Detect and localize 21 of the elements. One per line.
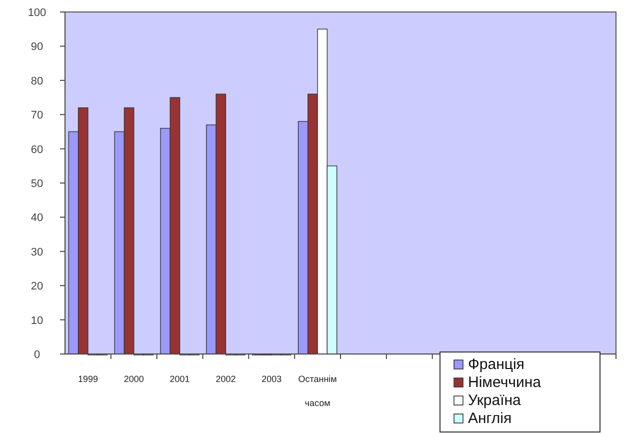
y-tick-label: 0 [34, 349, 40, 361]
y-tick-label: 50 [30, 178, 44, 190]
legend-label: Франція [468, 356, 524, 373]
legend-label: Німеччина [468, 374, 542, 391]
x-tick-label: 2000 [124, 374, 144, 384]
x-tick-label: 1999 [78, 374, 98, 384]
y-tick-label: 70 [30, 110, 44, 122]
y-tick-label: 100 [28, 7, 46, 19]
y-tick-label: 80 [30, 75, 44, 88]
x-tick-label: 2003 [262, 374, 282, 384]
legend-label: Україна [468, 392, 522, 409]
y-tick-label: 60 [30, 144, 44, 156]
legend-label: Англія [468, 410, 512, 427]
x-tick-label: 2001 [170, 374, 190, 384]
category-label: Останнім часом [298, 374, 337, 408]
x-tick-label: 2002 [216, 374, 236, 384]
y-tick-label: 20 [30, 280, 44, 293]
y-tick-label: 40 [30, 212, 44, 224]
y-tick-label: 90 [30, 41, 44, 54]
y-tick-label: 10 [30, 314, 44, 327]
y-tick-label: 30 [30, 246, 44, 258]
